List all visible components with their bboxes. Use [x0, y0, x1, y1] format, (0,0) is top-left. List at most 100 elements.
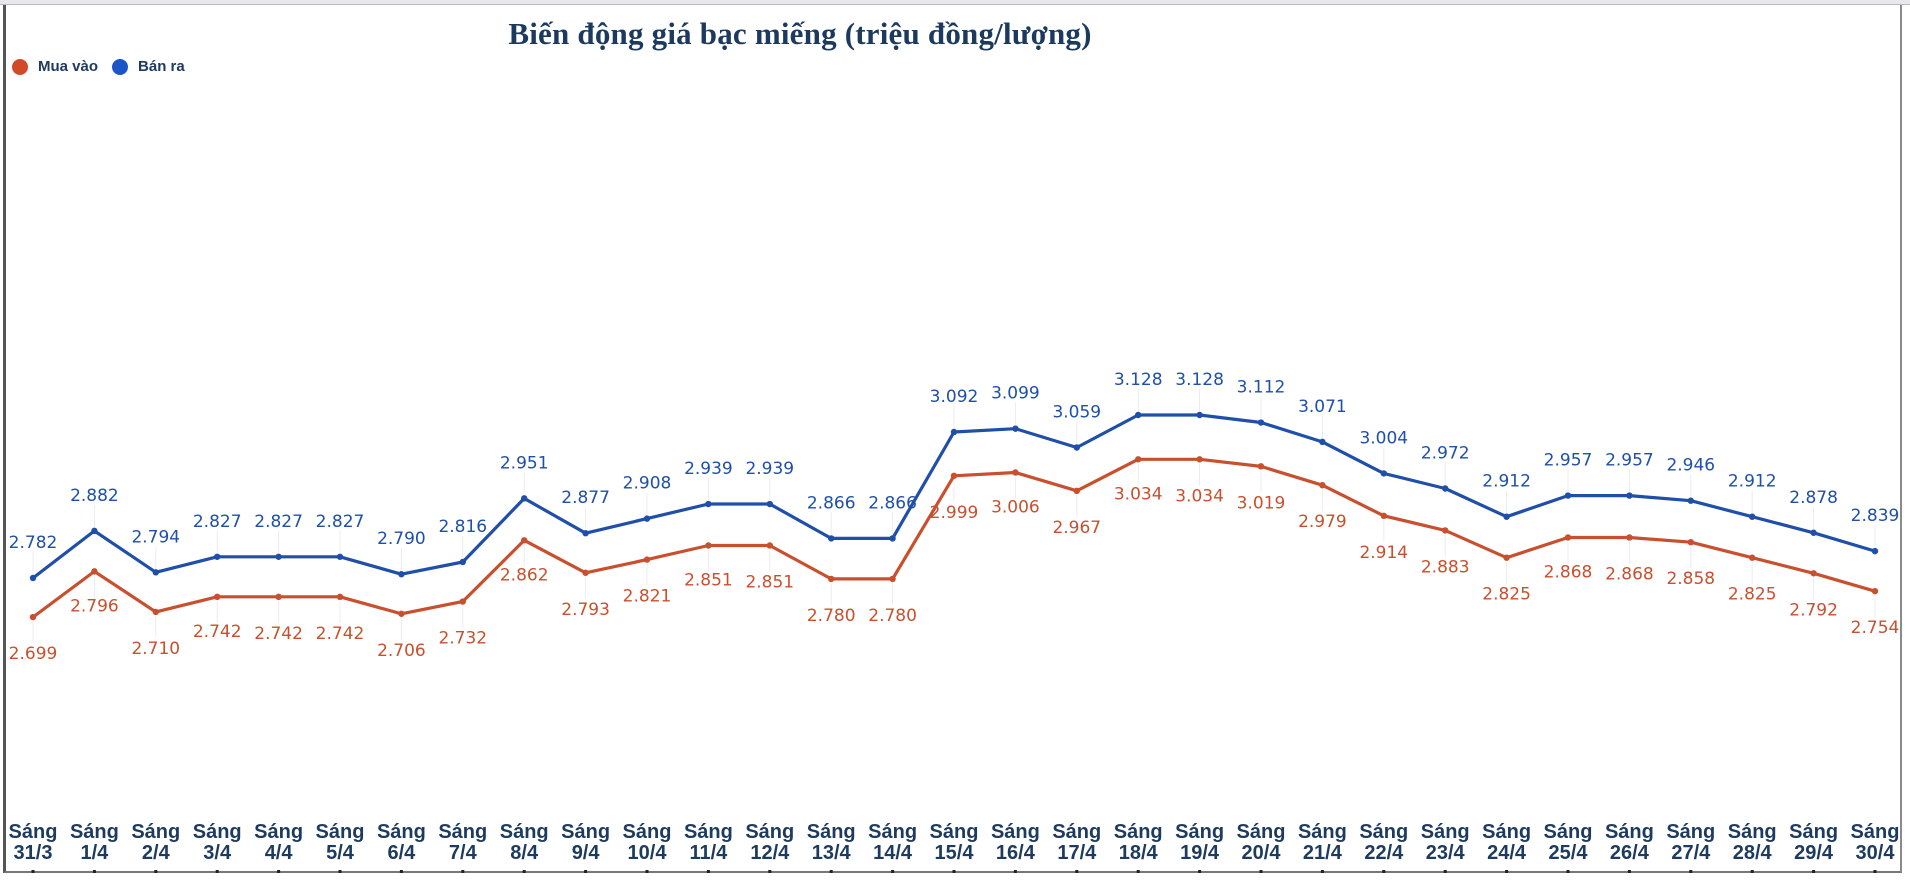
x-tick-mark	[891, 870, 895, 873]
data-point[interactable]	[1503, 513, 1510, 520]
x-tick-mark	[31, 870, 35, 873]
x-tick-label: Sáng	[807, 821, 856, 843]
data-point[interactable]	[398, 571, 405, 578]
data-point[interactable]	[275, 553, 282, 560]
data-point[interactable]	[1749, 554, 1756, 561]
data-point[interactable]	[1626, 534, 1633, 541]
x-tick-mark	[1136, 870, 1140, 873]
data-point[interactable]	[1073, 487, 1081, 495]
data-point[interactable]	[29, 613, 37, 621]
data-point[interactable]	[275, 593, 282, 601]
data-point[interactable]	[950, 472, 958, 479]
x-tick-label: Sáng	[1605, 821, 1654, 843]
data-point[interactable]	[398, 610, 405, 617]
data-point[interactable]	[459, 558, 466, 566]
value-label: 2.742	[316, 624, 365, 644]
data-point[interactable]	[582, 530, 589, 537]
x-tick-label: 15/4	[935, 842, 975, 864]
data-point[interactable]	[29, 574, 37, 582]
data-point[interactable]	[828, 575, 835, 583]
x-tick-mark	[338, 870, 342, 873]
value-label: 2.858	[1666, 569, 1715, 589]
data-point[interactable]	[152, 569, 159, 576]
legend-item-ban-ra[interactable]: Bán ra	[112, 58, 185, 75]
data-point[interactable]	[1196, 411, 1203, 419]
data-point[interactable]	[1442, 485, 1449, 492]
data-point[interactable]	[336, 553, 344, 560]
data-point[interactable]	[889, 535, 896, 542]
data-point[interactable]	[521, 537, 528, 544]
value-labels: 2.699 2.796 2.710 2.742 2.742 2.742 2.706 2.732…	[9, 370, 1900, 664]
data-point[interactable]	[1073, 444, 1081, 451]
data-point[interactable]	[214, 553, 221, 560]
data-point[interactable]	[1380, 470, 1388, 477]
data-point[interactable]	[582, 569, 589, 576]
data-point[interactable]	[1012, 469, 1019, 476]
x-tick-mark	[1382, 870, 1386, 873]
x-tick-label: 27/4	[1671, 842, 1711, 864]
data-point[interactable]	[828, 535, 835, 542]
data-point[interactable]	[1135, 411, 1142, 419]
data-point[interactable]	[1871, 587, 1879, 595]
data-point[interactable]	[889, 575, 896, 583]
x-tick-label: 29/4	[1794, 842, 1834, 864]
data-point[interactable]	[1196, 456, 1203, 463]
x-tick-mark	[1198, 870, 1202, 873]
value-label: 2.866	[868, 493, 917, 513]
value-label: 3.004	[1359, 428, 1408, 448]
data-point[interactable]	[1503, 554, 1510, 561]
value-label: 3.092	[930, 387, 979, 407]
x-tick-label: Sáng	[1421, 821, 1470, 843]
value-label: 2.877	[561, 488, 610, 508]
x-tick-label: 2/4	[142, 842, 171, 864]
data-point[interactable]	[1810, 570, 1817, 577]
data-point[interactable]	[1687, 538, 1695, 546]
data-point[interactable]	[336, 593, 344, 601]
x-axis: Sáng31/3Sáng1/4Sáng2/4Sáng3/4Sáng4/4Sáng…	[9, 821, 1899, 873]
value-label: 2.699	[9, 644, 58, 664]
value-label: 3.019	[1237, 493, 1286, 513]
data-point[interactable]	[1319, 481, 1326, 489]
data-point[interactable]	[1257, 419, 1265, 426]
data-point[interactable]	[1564, 492, 1572, 499]
data-point[interactable]	[1012, 425, 1019, 432]
data-point[interactable]	[1380, 512, 1388, 520]
x-tick-mark	[1443, 870, 1447, 873]
data-point[interactable]	[91, 527, 98, 535]
data-point[interactable]	[1564, 534, 1572, 541]
x-tick-label: 28/4	[1733, 842, 1773, 864]
data-point[interactable]	[1257, 463, 1265, 470]
x-tick-mark	[277, 870, 281, 873]
x-tick-label: 30/4	[1856, 842, 1896, 864]
data-point[interactable]	[521, 495, 528, 502]
data-point[interactable]	[643, 556, 651, 563]
x-tick-mark	[768, 870, 772, 873]
x-tick-label: 1/4	[80, 842, 109, 864]
x-tick-label: Sáng	[1175, 821, 1224, 843]
data-point[interactable]	[643, 515, 651, 522]
data-point[interactable]	[1135, 456, 1142, 463]
data-point[interactable]	[1687, 497, 1695, 504]
data-point[interactable]	[1442, 527, 1449, 534]
data-point[interactable]	[950, 428, 958, 436]
data-point[interactable]	[1319, 438, 1326, 446]
legend-item-mua-vao[interactable]: Mua vào	[12, 58, 98, 75]
data-point[interactable]	[214, 593, 221, 601]
data-point[interactable]	[766, 542, 773, 549]
data-point[interactable]	[766, 500, 773, 508]
data-point[interactable]	[1810, 529, 1817, 536]
data-point[interactable]	[705, 500, 712, 508]
data-point[interactable]	[152, 608, 159, 616]
data-point[interactable]	[1626, 492, 1633, 499]
value-label: 2.868	[1544, 562, 1593, 582]
value-label: 2.957	[1605, 451, 1654, 471]
x-tick-label: 14/4	[873, 842, 913, 864]
x-tick-label: 5/4	[326, 842, 355, 864]
x-tick-label: Sáng	[500, 821, 549, 843]
data-point[interactable]	[705, 542, 712, 549]
data-point[interactable]	[1749, 513, 1756, 520]
data-point[interactable]	[91, 568, 98, 575]
x-tick-mark	[706, 870, 710, 873]
data-point[interactable]	[459, 598, 466, 605]
data-point[interactable]	[1871, 547, 1879, 555]
